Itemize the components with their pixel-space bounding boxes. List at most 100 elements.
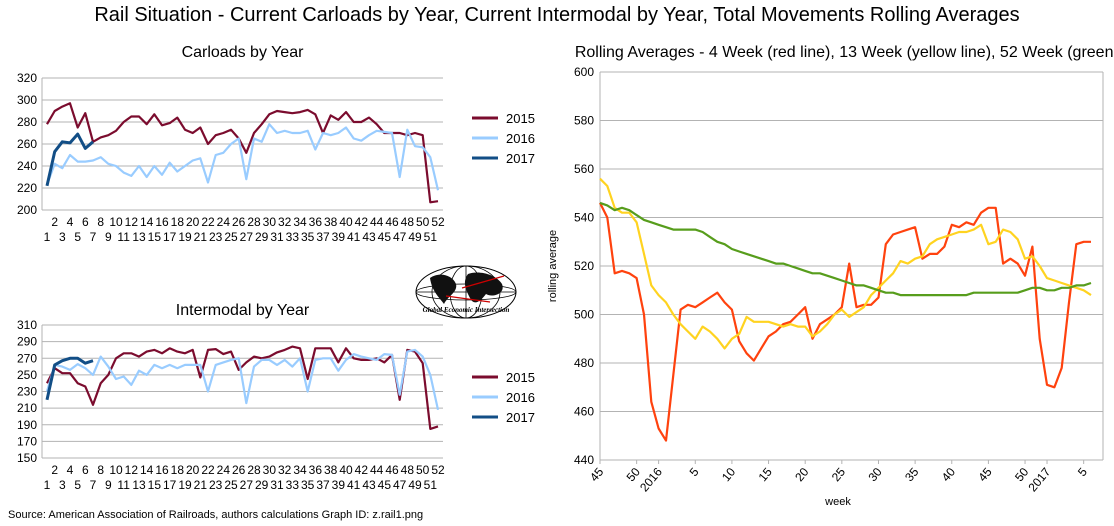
rolling-xtick: 2016 (637, 465, 665, 495)
intermodal-xtick-bottom: 27 (240, 478, 254, 492)
intermodal-xtick-top: 24 (217, 463, 231, 477)
intermodal-xtick-top: 48 (401, 463, 415, 477)
intermodal-legend-label-2016: 2016 (506, 390, 535, 405)
intermodal-xtick-bottom: 39 (332, 478, 346, 492)
intermodal-xtick-top: 2 (51, 463, 58, 477)
intermodal-xtick-top: 4 (67, 463, 74, 477)
carloads-xtick-top: 42 (355, 215, 369, 229)
rolling-ytick: 480 (574, 356, 594, 370)
carloads-xtick-bottom: 25 (224, 230, 238, 244)
source-note: Source: American Association of Railroad… (8, 509, 424, 521)
intermodal-ytick: 150 (17, 451, 37, 465)
rolling-ytick: 440 (574, 453, 594, 467)
carloads-xtick-top: 32 (278, 215, 292, 229)
rolling-xtick: 25 (829, 465, 849, 484)
carloads-xtick-bottom: 17 (163, 230, 177, 244)
carloads-xtick-bottom: 9 (105, 230, 112, 244)
carloads-xtick-bottom: 3 (59, 230, 66, 244)
carloads-xtick-top: 30 (263, 215, 277, 229)
carloads-xtick-bottom: 47 (393, 230, 407, 244)
carloads-xtick-bottom: 19 (178, 230, 192, 244)
carloads-xtick-bottom: 31 (270, 230, 284, 244)
carloads-xtick-top: 20 (186, 215, 200, 229)
logo-text: Global Economic Intersection (422, 306, 510, 314)
carloads-xtick-bottom: 51 (424, 230, 438, 244)
carloads-xtick-bottom: 11 (117, 230, 130, 244)
intermodal-xtick-top: 38 (324, 463, 338, 477)
carloads-xtick-top: 18 (171, 215, 185, 229)
carloads-xtick-top: 34 (293, 215, 307, 229)
carloads-xtick-top: 50 (416, 215, 430, 229)
carloads-legend-label-2017: 2017 (506, 151, 535, 166)
rolling-xtick: 2017 (1025, 465, 1053, 495)
intermodal-xtick-bottom: 45 (378, 478, 392, 492)
intermodal-xtick-top: 40 (339, 463, 353, 477)
intermodal-xtick-top: 36 (309, 463, 323, 477)
intermodal-ytick: 210 (17, 401, 37, 415)
rolling-xlabel: week (824, 496, 851, 508)
carloads-xtick-top: 44 (370, 215, 384, 229)
intermodal-xtick-top: 14 (140, 463, 154, 477)
intermodal-ytick: 290 (17, 335, 37, 349)
intermodal-legend-label-2015: 2015 (506, 370, 535, 385)
intermodal-xtick-top: 34 (293, 463, 307, 477)
rolling-series-13-week (599, 177, 1092, 350)
intermodal-panel: Intermodal by Year1501701902102302502702… (17, 302, 535, 492)
rolling-xtick: 45 (587, 465, 607, 484)
intermodal-xtick-bottom: 3 (59, 478, 66, 492)
intermodal-xtick-top: 22 (201, 463, 215, 477)
intermodal-xtick-bottom: 49 (408, 478, 422, 492)
intermodal-legend-label-2017: 2017 (506, 410, 535, 425)
intermodal-xtick-bottom: 15 (148, 478, 162, 492)
intermodal-xtick-bottom: 21 (194, 478, 208, 492)
carloads-title: Carloads by Year (182, 44, 305, 61)
intermodal-xtick-top: 20 (186, 463, 200, 477)
intermodal-xtick-bottom: 43 (362, 478, 376, 492)
carloads-ytick: 280 (17, 115, 37, 129)
carloads-xtick-top: 12 (125, 215, 139, 229)
intermodal-series-2017 (45, 356, 94, 401)
carloads-xtick-bottom: 43 (362, 230, 376, 244)
intermodal-xtick-top: 52 (431, 463, 445, 477)
globe-logo-icon (415, 265, 517, 319)
carloads-ytick: 240 (17, 159, 37, 173)
carloads-ytick: 220 (17, 181, 37, 195)
carloads-ytick: 260 (17, 137, 37, 151)
rolling-ytick: 580 (574, 114, 594, 128)
intermodal-ytick: 310 (17, 318, 37, 332)
carloads-xtick-top: 40 (339, 215, 353, 229)
carloads-xtick-top: 28 (247, 215, 261, 229)
rolling-title: Rolling Averages - 4 Week (red line), 13… (575, 44, 1114, 61)
rolling-ytick: 560 (574, 162, 594, 176)
carloads-xtick-top: 14 (140, 215, 154, 229)
intermodal-xtick-bottom: 9 (105, 478, 112, 492)
intermodal-xtick-bottom: 13 (132, 478, 146, 492)
carloads-xtick-top: 46 (385, 215, 399, 229)
intermodal-xtick-bottom: 23 (209, 478, 223, 492)
rolling-ytick: 520 (574, 259, 594, 273)
carloads-xtick-top: 16 (155, 215, 169, 229)
carloads-ytick: 200 (17, 203, 37, 217)
intermodal-xtick-top: 8 (97, 463, 104, 477)
carloads-xtick-top: 22 (201, 215, 215, 229)
intermodal-xtick-bottom: 7 (90, 478, 97, 492)
rolling-xtick: 5 (687, 465, 702, 479)
intermodal-xtick-bottom: 41 (347, 478, 361, 492)
intermodal-ytick: 250 (17, 368, 37, 382)
intermodal-xtick-top: 6 (82, 463, 89, 477)
carloads-xtick-top: 10 (109, 215, 123, 229)
intermodal-xtick-bottom: 5 (74, 478, 81, 492)
intermodal-xtick-bottom: 47 (393, 478, 407, 492)
carloads-xtick-top: 6 (82, 215, 89, 229)
main-title: Rail Situation - Current Carloads by Yea… (94, 4, 1020, 26)
rolling-ylabel: rolling average (547, 230, 559, 302)
rolling-ytick: 460 (574, 405, 594, 419)
carloads-xtick-bottom: 5 (74, 230, 81, 244)
intermodal-xtick-top: 26 (232, 463, 246, 477)
intermodal-xtick-bottom: 37 (316, 478, 330, 492)
carloads-xtick-top: 52 (431, 215, 445, 229)
intermodal-xtick-top: 30 (263, 463, 277, 477)
carloads-xtick-bottom: 15 (148, 230, 162, 244)
intermodal-xtick-bottom: 35 (301, 478, 315, 492)
